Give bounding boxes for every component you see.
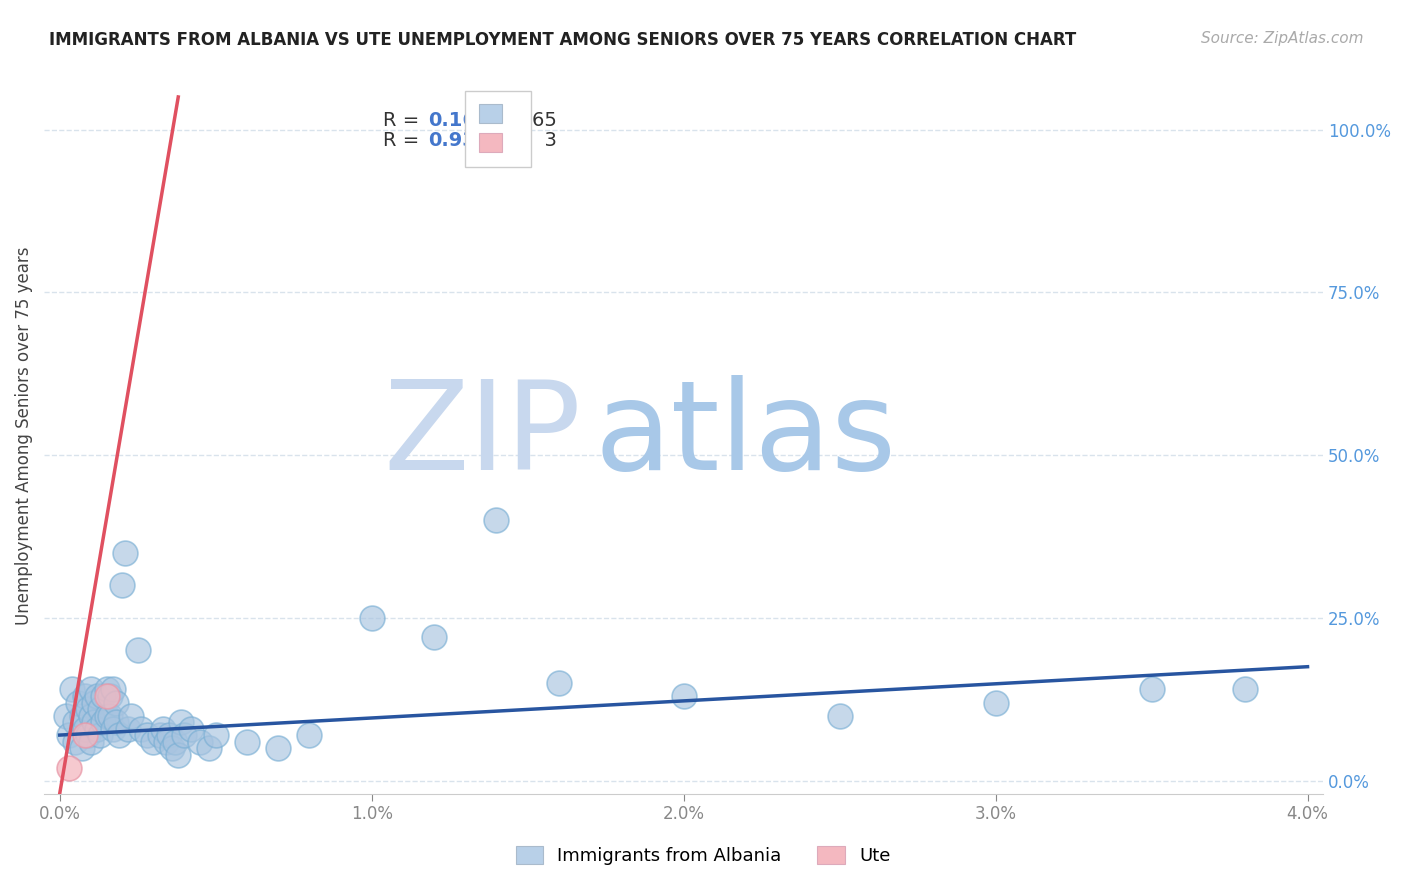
Point xyxy=(93,714,115,729)
Point xyxy=(80,734,103,748)
Text: N =   3: N = 3 xyxy=(477,131,557,150)
Point xyxy=(104,696,127,710)
Point xyxy=(83,714,105,729)
Point xyxy=(104,714,127,729)
Text: 0.165: 0.165 xyxy=(427,111,489,130)
Point xyxy=(157,728,180,742)
Point xyxy=(167,747,190,762)
Point xyxy=(180,722,202,736)
Point xyxy=(142,734,165,748)
Point xyxy=(114,546,136,560)
Text: 0.938: 0.938 xyxy=(427,131,489,150)
Legend: Immigrants from Albania, Ute: Immigrants from Albania, Ute xyxy=(506,838,900,874)
Point xyxy=(111,578,134,592)
Point xyxy=(152,722,174,736)
Point xyxy=(170,714,193,729)
Point xyxy=(65,734,87,748)
Point xyxy=(70,708,93,723)
Y-axis label: Unemployment Among Seniors over 75 years: Unemployment Among Seniors over 75 years xyxy=(15,246,32,624)
Point xyxy=(423,631,446,645)
Text: N = 65: N = 65 xyxy=(477,111,557,130)
Point xyxy=(73,689,96,703)
Point xyxy=(76,728,98,742)
Point xyxy=(188,734,211,748)
Point xyxy=(148,728,170,742)
Point xyxy=(1234,682,1257,697)
Point xyxy=(108,728,131,742)
Point xyxy=(267,741,290,756)
Point xyxy=(1140,682,1163,697)
Point xyxy=(80,682,103,697)
Point xyxy=(60,682,83,697)
Point xyxy=(86,689,108,703)
Text: R =: R = xyxy=(382,131,426,150)
Point xyxy=(65,714,87,729)
Point xyxy=(117,722,139,736)
Point xyxy=(127,643,149,657)
Point xyxy=(67,696,90,710)
Point xyxy=(136,728,159,742)
Point xyxy=(98,689,121,703)
Point xyxy=(70,741,93,756)
Point xyxy=(96,682,118,697)
Point xyxy=(120,708,142,723)
Point xyxy=(173,728,195,742)
Point xyxy=(83,696,105,710)
Point xyxy=(73,728,96,742)
Point xyxy=(828,708,851,723)
Point xyxy=(101,682,124,697)
Point xyxy=(89,702,111,716)
Text: ZIP: ZIP xyxy=(384,375,581,496)
Point xyxy=(58,728,80,742)
Point xyxy=(160,741,183,756)
Point xyxy=(93,689,115,703)
Point xyxy=(76,702,98,716)
Point xyxy=(58,761,80,775)
Point xyxy=(984,696,1007,710)
Point xyxy=(236,734,259,748)
Point xyxy=(155,734,177,748)
Point xyxy=(298,728,321,742)
Point xyxy=(96,708,118,723)
Point xyxy=(73,722,96,736)
Point xyxy=(101,722,124,736)
Text: atlas: atlas xyxy=(595,375,896,496)
Point xyxy=(80,708,103,723)
Point xyxy=(86,722,108,736)
Text: Source: ZipAtlas.com: Source: ZipAtlas.com xyxy=(1201,31,1364,46)
Point xyxy=(129,722,152,736)
Point xyxy=(360,611,382,625)
Point xyxy=(547,676,569,690)
Point xyxy=(672,689,695,703)
Point xyxy=(55,708,77,723)
Point xyxy=(204,728,226,742)
Point xyxy=(98,708,121,723)
Point xyxy=(96,689,118,703)
Text: IMMIGRANTS FROM ALBANIA VS UTE UNEMPLOYMENT AMONG SENIORS OVER 75 YEARS CORRELAT: IMMIGRANTS FROM ALBANIA VS UTE UNEMPLOYM… xyxy=(49,31,1077,49)
Point xyxy=(165,734,187,748)
Point xyxy=(89,728,111,742)
Text: R =: R = xyxy=(382,111,426,130)
Legend: , : , xyxy=(465,91,531,167)
Point xyxy=(198,741,221,756)
Point xyxy=(485,513,508,527)
